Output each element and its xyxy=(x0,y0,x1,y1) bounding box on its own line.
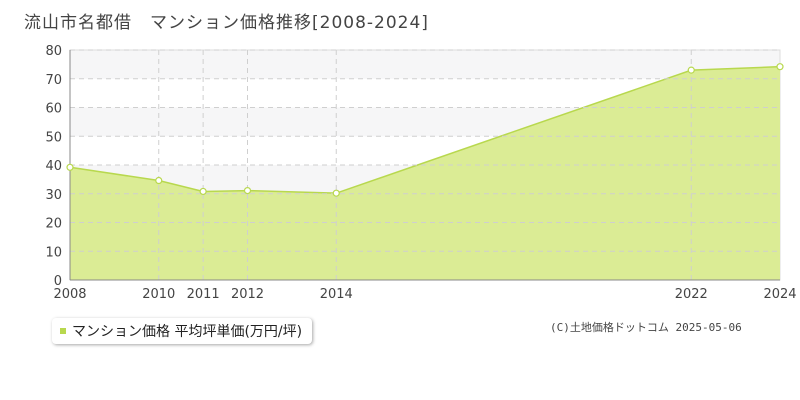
page-title: 流山市名都借 マンション価格推移[2008-2024] xyxy=(24,13,429,33)
y-tick-label: 70 xyxy=(45,73,62,88)
y-tick-label: 40 xyxy=(45,159,62,174)
x-tick-label: 2008 xyxy=(53,287,86,302)
y-tick-label: 10 xyxy=(45,245,62,260)
legend-label: マンション価格 平均坪単価(万円/坪) xyxy=(72,324,303,340)
x-tick-label: 2022 xyxy=(675,287,708,302)
credit-text: (C)土地価格ドットコム 2025-05-06 xyxy=(550,321,742,334)
y-tick-label: 80 xyxy=(45,44,62,59)
data-point xyxy=(199,187,207,196)
data-point xyxy=(687,66,695,74)
legend: マンション価格 平均坪単価(万円/坪) xyxy=(52,318,313,344)
y-tick-label: 0 xyxy=(54,274,62,289)
data-point xyxy=(243,186,252,195)
x-tick-label: 2014 xyxy=(320,287,353,302)
y-tick-label: 60 xyxy=(45,102,62,117)
y-tick-label: 50 xyxy=(45,130,62,145)
legend-swatch xyxy=(60,328,66,334)
y-tick-label: 20 xyxy=(45,217,62,232)
data-point xyxy=(155,176,163,185)
x-tick-label: 2012 xyxy=(231,287,264,302)
grid-band xyxy=(70,50,780,79)
x-tick-label: 2011 xyxy=(187,287,220,302)
data-point xyxy=(332,189,340,197)
x-tick-label: 2010 xyxy=(142,287,175,302)
series-area xyxy=(70,66,780,280)
data-point xyxy=(66,163,74,171)
x-tick-label: 2024 xyxy=(763,287,796,302)
y-tick-label: 30 xyxy=(45,188,62,203)
data-point xyxy=(776,63,784,71)
